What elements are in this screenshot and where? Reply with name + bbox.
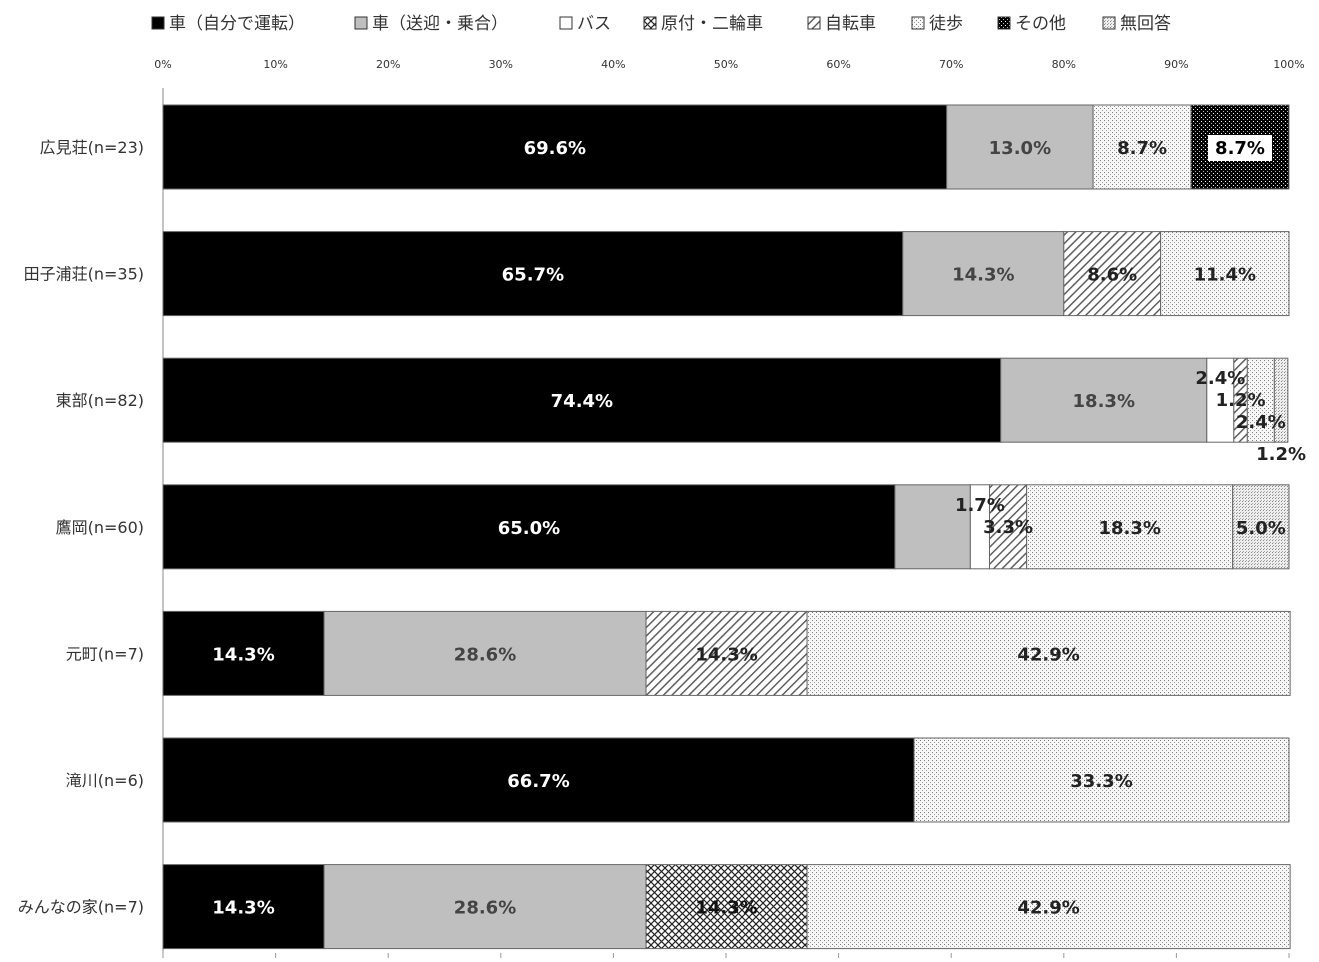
legend-label-6: その他 [1015,14,1066,34]
bar-segment-5-0 [162,737,915,823]
data-label-2-1: 18.3% [1073,391,1135,412]
category-label-2: 東部(n=82) [56,391,144,410]
legend-label-2: バス [577,14,611,34]
x-tick-label-4: 40% [601,58,625,71]
data-label-bg-0-6 [1208,135,1273,161]
bar-segment-0-0 [162,104,948,190]
data-label-1-1: 14.3% [952,265,1014,286]
data-label-3-2: 1.7% [955,495,1005,516]
bar-segment-1-5 [1160,231,1290,317]
bars [162,104,1291,950]
data-label-5-0: 66.7% [507,771,569,792]
x-tick-label-0: 0% [154,58,171,71]
data-label-6-0: 14.3% [212,898,274,919]
data-label-3-5: 18.3% [1098,518,1160,539]
bar-segment-6-5 [806,864,1291,950]
bar-segment-2-0 [162,357,1002,443]
x-tick-label-6: 60% [826,58,850,71]
data-label-2-5: 2.4% [1236,412,1286,433]
data-label-6-5: 42.9% [1017,898,1079,919]
legend-swatch-5 [911,16,925,30]
x-tick-label-10: 100% [1273,58,1304,71]
data-label-4-0: 14.3% [212,644,274,665]
data-label-0-6: 8.7% [1215,138,1265,159]
legend-swatch-4 [807,16,821,30]
bar-segment-2-7 [1273,357,1289,443]
category-label-0: 広見荘(n=23) [40,138,144,157]
data-label-0-5: 8.7% [1117,138,1167,159]
data-label-4-5: 42.9% [1017,644,1079,665]
legend-label-0: 車（自分で運転） [169,14,305,34]
bar-segment-0-5 [1092,104,1192,190]
bar-segment-0-1 [946,104,1094,190]
x-tick-label-7: 70% [939,58,963,71]
bar-segment-3-7 [1232,484,1290,570]
data-label-3-7: 5.0% [1236,518,1286,539]
bar-segment-2-1 [1000,357,1208,443]
data-label-0-1: 13.0% [989,138,1051,159]
legend-swatch-3 [643,16,657,30]
x-axis: 0% 10% 20% 30% 40% 50% 60% 70% 80% 90% 100% 広見荘(n=2… [18,58,1305,958]
legend: 車（自分で運転） 車（送迎・乗合） バス 原付・二輪車 自転車 徒歩 その他 無回答 [151,14,1171,34]
category-label-5: 滝川(n=6) [66,771,144,790]
bar-segment-1-0 [162,231,904,317]
data-label-4-4: 14.3% [695,644,757,665]
bar-segment-4-0 [162,610,325,696]
x-tick-label-8: 80% [1052,58,1076,71]
legend-label-3: 原付・二輪車 [661,14,763,34]
x-tick-label-3: 30% [489,58,513,71]
bar-segment-1-4 [1063,231,1162,317]
x-tick-label-9: 90% [1164,58,1188,71]
data-label-2-2: 2.4% [1195,368,1245,389]
data-label-6-3: 14.3% [695,898,757,919]
legend-label-4: 自転車 [825,14,876,34]
bar-segment-1-1 [902,231,1065,317]
data-labels: 69.6% 13.0% 8.7% 8.7% 65.7% 14.3% 8.6% 11.4% 74.… [212,135,1306,919]
x-tick-label-2: 20% [376,58,400,71]
data-label-1-0: 65.7% [502,265,564,286]
data-label-2-0: 74.4% [551,391,613,412]
bar-segment-3-1 [894,484,971,570]
bar-segment-3-4 [988,484,1028,570]
bar-segment-4-5 [806,610,1291,696]
legend-swatch-6 [997,16,1011,30]
legend-swatch-1 [354,16,368,30]
data-label-1-4: 8.6% [1087,265,1137,286]
data-label-2-7: 1.2% [1256,444,1306,465]
category-label-1: 田子浦荘(n=35) [24,265,144,284]
legend-label-1: 車（送迎・乗合） [372,14,508,34]
x-tick-label-5: 50% [714,58,738,71]
legend-swatch-7 [1102,16,1116,30]
category-label-6: みんなの家(n=7) [18,898,144,917]
data-label-0-0: 69.6% [524,138,586,159]
legend-label-5: 徒歩 [929,14,963,34]
category-label-3: 鷹岡(n=60) [56,518,144,537]
data-label-6-1: 28.6% [454,898,516,919]
bar-segment-3-0 [162,484,896,570]
data-label-3-0: 65.0% [498,518,560,539]
bar-segment-4-4 [645,610,808,696]
data-label-4-1: 28.6% [454,644,516,665]
data-label-1-5: 11.4% [1194,265,1256,286]
x-tick-label-1: 10% [263,58,287,71]
bar-segment-6-3 [645,864,808,950]
data-label-3-4: 3.3% [983,517,1033,538]
bar-segment-5-5 [913,737,1290,823]
legend-swatch-2 [559,16,573,30]
legend-label-7: 無回答 [1120,14,1171,34]
legend-swatch-0 [151,16,165,30]
data-label-2-4: 1.2% [1216,390,1266,411]
category-label-4: 元町(n=7) [66,644,144,663]
bar-segment-6-0 [162,864,325,950]
data-label-5-5: 33.3% [1070,771,1132,792]
